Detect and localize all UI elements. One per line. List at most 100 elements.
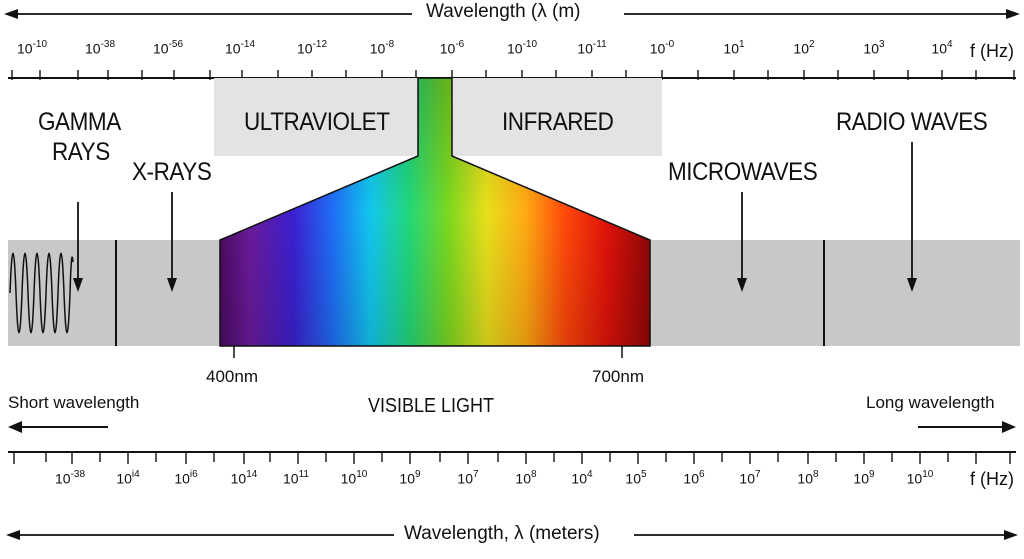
bottom-tick-label-base: 10 [853, 470, 870, 487]
top-tick-label-base: 10 [506, 40, 523, 57]
bottom-tick-label-base: 10 [906, 470, 923, 487]
top-tick-label-base: 10 [16, 40, 33, 57]
gamma-label-line2: RAYS [52, 138, 110, 166]
bottom-tick-label-base: 10 [515, 470, 532, 487]
ultraviolet-label: ULTRAVIOLET [244, 108, 390, 136]
top-axis-unit: f (Hz) [970, 41, 1014, 61]
bottom-tick-label-10: 104 [571, 469, 593, 487]
bottom-tick-label-base: 10 [457, 470, 474, 487]
bottom-tick-label-8: 107 [457, 469, 479, 487]
bottom-tick-label-base: 10 [54, 470, 71, 487]
visible-light-funnel-shade [220, 78, 650, 346]
bottom-tick-label-11: 105 [625, 469, 647, 487]
bottom-tick-label-exponent: 4 [587, 469, 593, 480]
bottom-tick-label-exponent: 10 [356, 469, 368, 480]
top-tick-label-exponent: -8 [385, 39, 395, 50]
top-tick-label-exponent: -12 [312, 39, 328, 50]
bottom-tick-label-12: 106 [683, 469, 705, 487]
bottom-axis-ticks [13, 452, 1011, 464]
top-tick-label-13: 103 [863, 39, 885, 57]
visible-light-label: VISIBLE LIGHT [368, 395, 495, 417]
bottom-tick-label-4: 1014 [231, 469, 258, 487]
top-axis-title: Wavelength (λ (m) [426, 1, 581, 22]
top-tick-label-base: 10 [649, 40, 666, 57]
top-tick-label-base: 10 [224, 40, 241, 57]
infrared-region [452, 78, 662, 156]
band-dividers [115, 240, 825, 346]
bottom-tick-label-base: 10 [283, 470, 299, 487]
bottom-tick-label-exponent: 8 [531, 469, 537, 480]
top-tick-label-exponent: 1 [739, 39, 745, 50]
top-tick-label-2: 10-38 [85, 39, 116, 57]
long-wavelength-arrow [918, 421, 1016, 433]
bottom-tick-label-exponent: 5 [641, 469, 647, 480]
bottom-tick-label-exponent: 9 [869, 469, 875, 480]
bottom-tick-label-exponent: 7 [755, 469, 761, 480]
top-tick-label-7: 10-6 [439, 39, 465, 57]
bottom-tick-label-exponent: i4 [131, 469, 140, 480]
bottom-tick-label-exponent: 6 [699, 469, 705, 480]
band-pointer-arrows [73, 142, 917, 292]
top-tick-label-12: 102 [793, 39, 815, 57]
gamma-wave-squiggle [9, 252, 74, 334]
top-tick-label-base: 10 [296, 40, 313, 57]
xrays-label: X-RAYS [132, 158, 212, 186]
top-tick-label-base: 10 [863, 40, 880, 57]
bottom-tick-label-3: 10i6 [174, 469, 198, 487]
top-tick-label-exponent: 4 [947, 39, 953, 50]
top-tick-label-exponent: 3 [879, 39, 885, 50]
top-tick-label-exponent: -14 [240, 39, 256, 50]
top-tick-label-base: 10 [369, 40, 386, 57]
bottom-tick-label-base: 10 [797, 470, 814, 487]
bottom-tick-label-base: 10 [683, 470, 700, 487]
top-tick-label-base: 10 [439, 40, 456, 57]
bottom-tick-label-base: 10 [739, 470, 756, 487]
bottom-tick-label-base: 10 [340, 470, 357, 487]
bottom-tick-label-exponent: -38 [70, 469, 86, 480]
bottom-tick-label-5: 1011 [283, 469, 309, 487]
bottom-tick-label-exponent: 11 [298, 469, 309, 480]
bottom-tick-label-base: 10 [116, 470, 132, 487]
bottom-tick-label-base: 10 [571, 470, 588, 487]
bottom-tick-label-2: 10i4 [116, 469, 140, 487]
top-tick-label-exponent: 2 [809, 39, 815, 50]
top-tick-label-exponent: -0 [665, 39, 675, 50]
bottom-tick-label-7: 109 [399, 469, 420, 487]
top-tick-label-exponent: -6 [455, 39, 465, 50]
ultraviolet-region [214, 78, 418, 156]
bottom-tick-label-16: 1010 [906, 469, 934, 487]
top-wavelength-arrow [4, 9, 1020, 19]
top-tick-label-exponent: -10 [522, 39, 538, 50]
bottom-tick-label-exponent: 10 [922, 469, 934, 480]
top-tick-label-exponent: -38 [100, 39, 116, 50]
bottom-tick-label-6: 1010 [340, 469, 368, 487]
long-wavelength-label: Long wavelength [866, 393, 995, 412]
bottom-tick-label-14: 108 [797, 469, 818, 487]
bottom-axis-unit: f (Hz) [970, 469, 1014, 489]
bottom-tick-label-base: 10 [399, 470, 416, 487]
top-tick-label-base: 10 [793, 40, 810, 57]
bottom-tick-label-15: 109 [853, 469, 875, 487]
top-tick-label-3: 10-56 [152, 39, 183, 57]
bottom-tick-label-13: 107 [739, 469, 761, 487]
bottom-tick-label-exponent: 7 [473, 469, 479, 480]
bottom-tick-label-base: 10 [174, 470, 190, 487]
top-tick-label-base: 10 [723, 40, 740, 57]
bottom-tick-label-exponent: i6 [189, 469, 198, 480]
top-tick-label-base: 10 [152, 40, 169, 57]
marker-400nm: 400nm [206, 367, 258, 386]
top-tick-label-10: 10-0 [649, 39, 675, 57]
top-tick-label-exponent: -10 [32, 39, 48, 50]
bottom-tick-label-9: 108 [515, 469, 537, 487]
top-tick-label-9: 10-11 [577, 39, 607, 57]
bottom-tick-label-exponent: 14 [246, 469, 258, 480]
top-tick-label-6: 10-8 [369, 39, 395, 57]
top-tick-label-exponent: -11 [592, 39, 607, 50]
short-wavelength-arrow [8, 421, 108, 433]
short-wavelength-label: Short wavelength [8, 393, 140, 412]
top-tick-label-4: 10-14 [224, 39, 256, 57]
top-tick-label-1: 10-10 [16, 39, 48, 57]
top-tick-label-11: 101 [723, 39, 745, 57]
